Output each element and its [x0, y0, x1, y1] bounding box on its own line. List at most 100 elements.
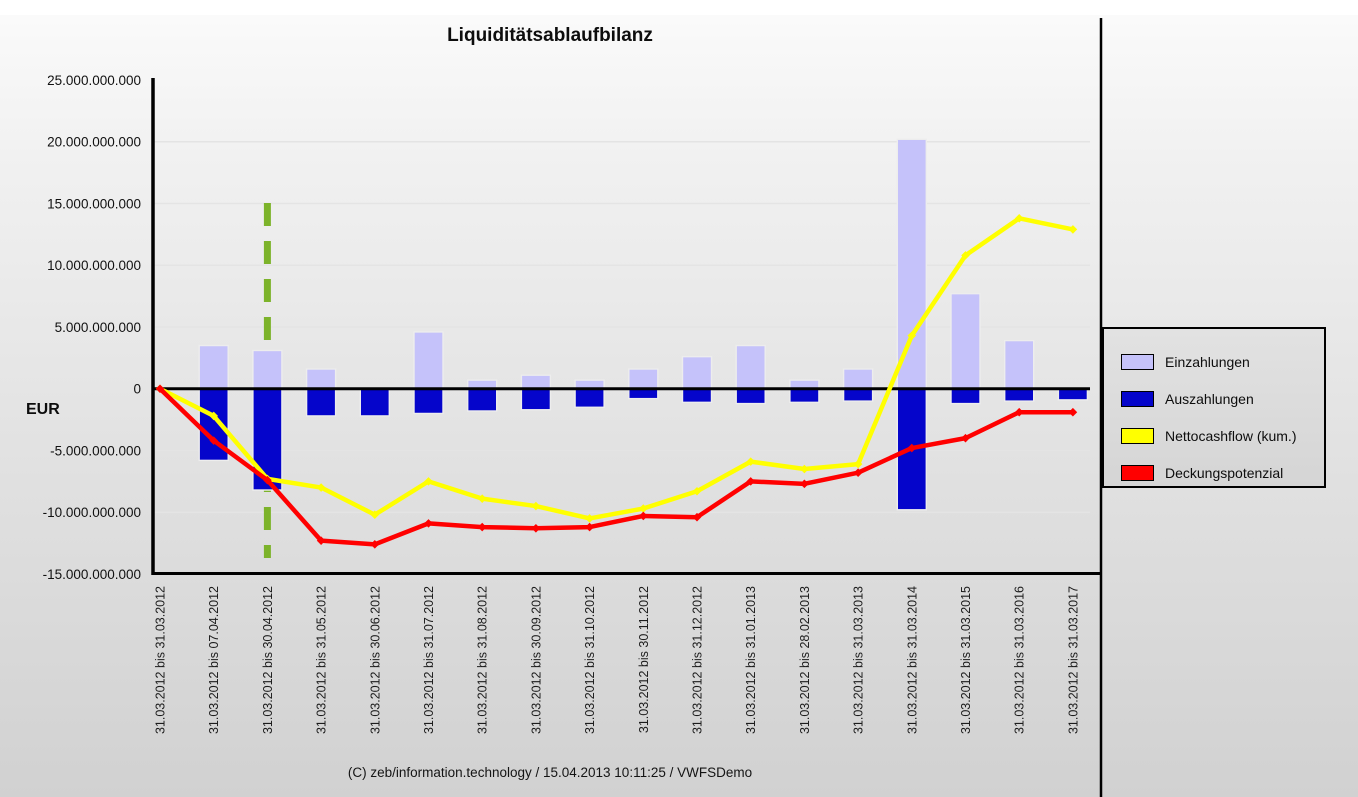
x-tick-label: 31.03.2012 bis 07.04.2012 — [207, 586, 221, 734]
nettocashflow-swatch-icon — [1121, 427, 1154, 444]
line-deckungspotenzial-marker — [746, 477, 755, 486]
legend-item-deckungspotenzial: Deckungspotenzial — [1121, 454, 1324, 491]
bar-einzahlungen — [628, 368, 659, 390]
bar-einzahlungen — [198, 344, 229, 390]
bar-auszahlungen — [950, 388, 981, 405]
bar-auszahlungen — [305, 388, 337, 417]
line-nettocashflow-kum--marker — [800, 464, 809, 474]
deckungspotenzial-swatch-icon — [1121, 464, 1154, 481]
y-tick-label: 10.000.000.000 — [47, 258, 141, 273]
bar-einzahlungen — [305, 368, 337, 390]
line-nettocashflow-kum--marker — [907, 331, 917, 340]
x-tick-label: 31.03.2012 bis 30.04.2012 — [261, 586, 275, 734]
legend-label: Auszahlungen — [1165, 390, 1254, 407]
line-nettocashflow-kum--marker — [531, 501, 541, 511]
line-nettocashflow-kum--marker — [853, 459, 863, 469]
x-tick-label: 31.03.2012 bis 30.06.2012 — [368, 586, 382, 734]
line-deckungspotenzial-marker — [907, 443, 917, 453]
y-tick-label: -5.000.000.000 — [50, 443, 141, 458]
line-deckungspotenzial-marker — [1068, 407, 1078, 417]
bar-auszahlungen — [735, 388, 766, 405]
x-tick-label: 31.03.2012 bis 31.05.2012 — [315, 586, 329, 734]
bar-auszahlungen — [359, 388, 390, 417]
bar-einzahlungen — [950, 292, 981, 390]
bar-auszahlungen — [574, 388, 605, 408]
line-nettocashflow-kum--marker — [1014, 214, 1024, 223]
bar-einzahlungen — [252, 349, 283, 390]
legend-label: Deckungspotenzial — [1165, 464, 1284, 481]
bar-einzahlungen — [735, 344, 766, 390]
line-deckungspotenzial-marker — [477, 522, 487, 532]
line-nettocashflow-kum--marker — [370, 510, 380, 520]
line-deckungspotenzial — [157, 386, 1076, 547]
bar-einzahlungen — [520, 374, 552, 390]
x-tick-label: 31.03.2012 bis 30.11.2012 — [637, 586, 651, 733]
line-deckungspotenzial-marker — [531, 524, 541, 533]
line-deckungspotenzial-marker — [424, 519, 433, 528]
legend-item-auszahlungen: Auszahlungen — [1121, 380, 1324, 417]
line-deckungspotenzial-marker — [639, 511, 648, 521]
legend-label: Nettocashflow (kum.) — [1165, 427, 1297, 444]
y-axis-unit-label: EUR — [26, 401, 60, 418]
x-tick-label: 31.03.2012 bis 31.01.2013 — [744, 586, 758, 734]
line-nettocashflow-kum- — [157, 216, 1076, 521]
x-tick-label: 31.03.2012 bis 28.02.2013 — [798, 586, 812, 734]
line-nettocashflow-kum--marker — [585, 514, 594, 523]
chart-footer-copyright: (C) zeb/information.technology / 15.04.2… — [347, 765, 753, 780]
line-deckungspotenzial-marker — [370, 540, 380, 549]
bar-auszahlungen — [1057, 388, 1089, 401]
x-tick-label: 31.03.2012 bis 30.09.2012 — [529, 586, 543, 734]
y-tick-label: 5.000.000.000 — [55, 320, 141, 335]
bar-einzahlungen — [681, 355, 713, 390]
y-tick-label: 0 — [133, 382, 141, 397]
bar-auszahlungen — [842, 388, 874, 402]
plot-gridlines — [152, 141, 1090, 513]
bar-einzahlungen — [896, 138, 927, 390]
y-tick-label: -15.000.000.000 — [43, 567, 141, 582]
x-tick-label: 31.03.2012 bis 31.08.2012 — [476, 586, 490, 734]
y-tick-label: 15.000.000.000 — [47, 196, 141, 211]
y-tick-label: -10.000.000.000 — [43, 505, 141, 520]
x-tick-label: 31.03.2012 bis 31.10.2012 — [583, 586, 597, 734]
bar-auszahlungen — [1004, 388, 1035, 402]
line-deckungspotenzial-marker — [853, 468, 863, 478]
x-tick-label: 31.03.2012 bis 31.03.2012 — [154, 586, 168, 734]
line-nettocashflow-kum--marker — [1068, 225, 1078, 234]
bar-auszahlungen — [467, 388, 498, 412]
bar-auszahlungen — [520, 388, 552, 411]
line-nettocashflow-kum--marker — [316, 483, 326, 492]
line-deckungspotenzial-marker — [800, 479, 809, 489]
line-deckungspotenzial-marker — [316, 536, 326, 545]
line-nettocashflow-kum--marker — [639, 504, 648, 513]
x-axis-tick-labels: 31.03.2012 bis 31.03.2012 31.03.2012 bis … — [154, 586, 1081, 734]
bar-auszahlungen — [413, 388, 444, 415]
line-nettocashflow-kum--marker — [692, 486, 702, 496]
line-deckungspotenzial-marker — [209, 436, 218, 445]
x-tick-label: 31.03.2012 bis 31.07.2012 — [422, 586, 436, 734]
bars-group — [198, 138, 1089, 511]
line-nettocashflow-kum--marker — [477, 494, 487, 503]
y-axis-tick-labels: 25.000.000.000 20.000.000.000 15.000.000.0… — [43, 73, 141, 582]
line-nettocashflow-kum--marker — [209, 411, 218, 421]
line-deckungspotenzial-marker — [155, 384, 165, 394]
legend-item-nettocashflow: Nettocashflow (kum.) — [1121, 417, 1324, 454]
line-deckungspotenzial-marker — [692, 512, 702, 522]
line-deckungspotenzial-marker — [1014, 407, 1024, 417]
bar-einzahlungen — [413, 331, 444, 390]
line-nettocashflow-kum--marker — [961, 251, 970, 260]
x-tick-label: 31.03.2012 bis 31.03.2015 — [959, 586, 973, 734]
bar-auszahlungen — [681, 388, 713, 404]
bar-einzahlungen — [842, 368, 874, 390]
y-tick-label: 20.000.000.000 — [47, 135, 141, 150]
chart-title: Liquiditätsablaufbilanz — [447, 25, 653, 46]
legend-item-einzahlungen: Einzahlungen — [1121, 343, 1324, 380]
line-deckungspotenzial-marker — [961, 433, 970, 443]
line-nettocashflow-kum--marker — [424, 477, 433, 486]
x-tick-label: 31.03.2012 bis 31.03.2013 — [852, 586, 866, 734]
bar-einzahlungen — [1004, 339, 1035, 390]
line-nettocashflow-kum--marker — [746, 457, 755, 466]
x-tick-label: 31.03.2012 bis 31.03.2016 — [1013, 586, 1027, 734]
y-tick-label: 25.000.000.000 — [47, 73, 141, 88]
x-tick-label: 31.03.2012 bis 31.12.2012 — [691, 586, 705, 734]
